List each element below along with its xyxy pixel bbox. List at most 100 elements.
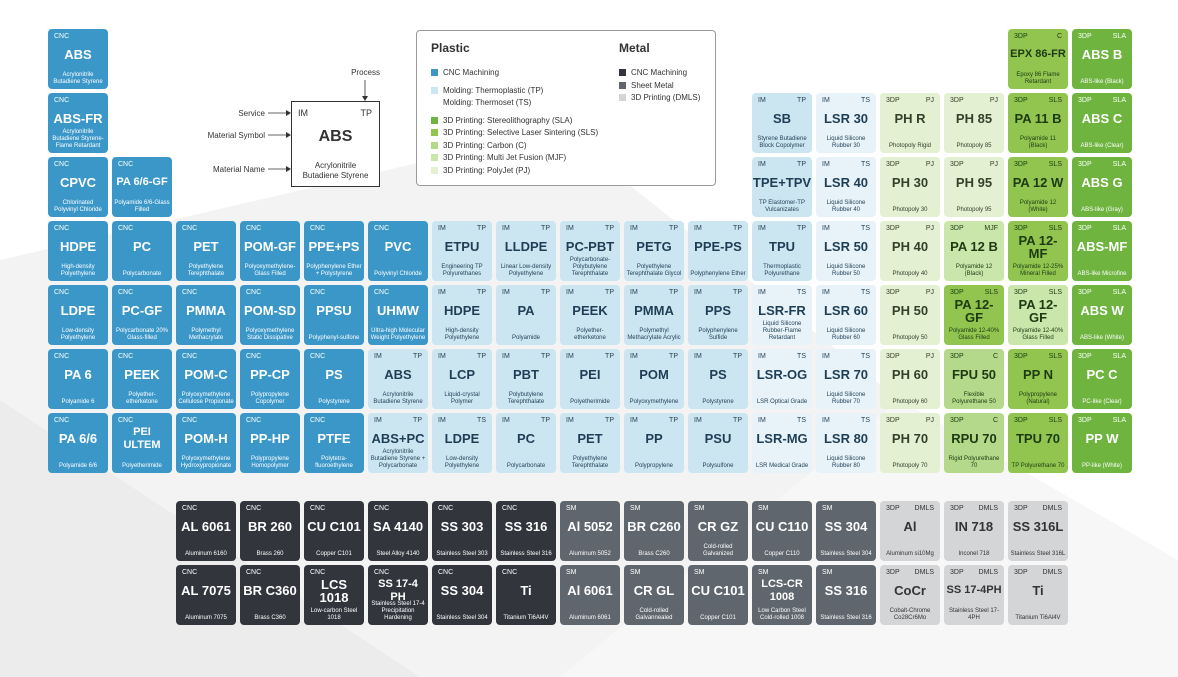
- material-tile[interactable]: 3DP PJ PH 40 Photopoly 40: [880, 221, 940, 281]
- material-tile[interactable]: IM TP LLDPE Linear Low-density Polyethylene: [496, 221, 556, 281]
- material-tile[interactable]: CNC UHMW Ultra-high Molecular Weight Polye…: [368, 285, 428, 345]
- material-tile[interactable]: CNC PPE+PS Polyphenylene Ether + Polystyre…: [304, 221, 364, 281]
- material-tile[interactable]: 3DP SLS TPU 70 TP Polyurethane 70: [1008, 413, 1068, 473]
- material-tile[interactable]: CNC PA 6/6 Polyamide 6/6: [48, 413, 108, 473]
- material-tile[interactable]: CNC CPVC Chlorinated Polyvinyl Chloride: [48, 157, 108, 217]
- material-tile[interactable]: 3DP DMLS SS 17-4PH Stainless Steel 17-4PH: [944, 565, 1004, 625]
- material-tile[interactable]: CNC ABS Acrylonitrile Butadiene Styrene: [48, 29, 108, 89]
- material-tile[interactable]: 3DP PJ PH 50 Photopoly 50: [880, 285, 940, 345]
- material-tile[interactable]: 3DP DMLS Ti Titanium Ti6Al4V: [1008, 565, 1068, 625]
- material-tile[interactable]: IM TS LSR 50 Liquid Silicone Rubber 50: [816, 221, 876, 281]
- material-tile[interactable]: CNC PS Polystyrene: [304, 349, 364, 409]
- material-tile[interactable]: 3DP DMLS CoCr Cobalt-Chrome Co28Cr6Mo: [880, 565, 940, 625]
- material-tile[interactable]: CNC PC-GF Polycarbonate 20% Glass-filled: [112, 285, 172, 345]
- material-tile[interactable]: IM TP PPS Polyphenylene Sulfide: [688, 285, 748, 345]
- material-tile[interactable]: 3DP PJ PH R Photopoly Rigid: [880, 93, 940, 153]
- material-tile[interactable]: SM SS 316 Stainless Steel 316: [816, 565, 876, 625]
- material-tile[interactable]: SM CR GZ Cold-rolled Galvanized: [688, 501, 748, 561]
- material-tile[interactable]: CNC LCS 1018 Low-carbon Steel 1018: [304, 565, 364, 625]
- material-tile[interactable]: CNC PTFE Polytetra-fluoroethylene: [304, 413, 364, 473]
- material-tile[interactable]: IM TS LSR 80 Liquid Silicone Rubber 80: [816, 413, 876, 473]
- material-tile[interactable]: IM TP PC Polycarbonate: [496, 413, 556, 473]
- material-tile[interactable]: CNC POM-SD Polyoxymethylene Static Dissipa…: [240, 285, 300, 345]
- material-tile[interactable]: IM TP PS Polystyrene: [688, 349, 748, 409]
- material-tile[interactable]: IM TP PC-PBT Polycarbonate-Polybutylene Ter…: [560, 221, 620, 281]
- material-tile[interactable]: IM TS LDPE Low-density Polyethylene: [432, 413, 492, 473]
- material-tile[interactable]: CNC PA 6 Polyamide 6: [48, 349, 108, 409]
- material-tile[interactable]: IM TS LSR 40 Liquid Silicone Rubber 40: [816, 157, 876, 217]
- material-tile[interactable]: 3DP SLS PP N Polypropylene (Natural): [1008, 349, 1068, 409]
- material-tile[interactable]: CNC PVC Polyvinyl Chloride: [368, 221, 428, 281]
- material-tile[interactable]: CNC PEEK Polyether-etherketone: [112, 349, 172, 409]
- material-tile[interactable]: 3DP DMLS IN 718 Inconel 718: [944, 501, 1004, 561]
- material-tile[interactable]: 3DP SLA ABS W ABS-like (White): [1072, 285, 1132, 345]
- material-tile[interactable]: CNC AL 6061 Aluminum 6160: [176, 501, 236, 561]
- material-tile[interactable]: 3DP DMLS Al Aluminum si10Mg: [880, 501, 940, 561]
- material-tile[interactable]: IM TP PSU Polysulfone: [688, 413, 748, 473]
- material-tile[interactable]: CNC AL 7075 Aluminum 7075: [176, 565, 236, 625]
- material-tile[interactable]: SM LCS-CR 1008 Low Carbon Steel Cold-rolle…: [752, 565, 812, 625]
- material-tile[interactable]: CNC CU C101 Copper C101: [304, 501, 364, 561]
- material-tile[interactable]: 3DP C RPU 70 Rigid Polyurethane 70: [944, 413, 1004, 473]
- material-tile[interactable]: CNC PP-CP Polypropylene Copolymer: [240, 349, 300, 409]
- material-tile[interactable]: 3DP PJ PH 95 Photopoly 95: [944, 157, 1004, 217]
- material-tile[interactable]: 3DP DMLS SS 316L Stainless Steel 316L: [1008, 501, 1068, 561]
- material-tile[interactable]: CNC PC Polycarbonate: [112, 221, 172, 281]
- material-tile[interactable]: CNC POM-H Polyoxymethylene Hydroxypropiona…: [176, 413, 236, 473]
- material-tile[interactable]: CNC SS 303 Stainless Steel 303: [432, 501, 492, 561]
- material-tile[interactable]: SM SS 304 Stainless Steel 304: [816, 501, 876, 561]
- material-tile[interactable]: IM TP TPE+TPV TP Elastomer-TP Vulcanizates: [752, 157, 812, 217]
- material-tile[interactable]: IM TP PP Polypropylene: [624, 413, 684, 473]
- material-tile[interactable]: IM TP HDPE High-density Polyethylene: [432, 285, 492, 345]
- material-tile[interactable]: IM TP POM Polyoxymethylene: [624, 349, 684, 409]
- material-tile[interactable]: SM CR GL Cold-rolled Galvannealed: [624, 565, 684, 625]
- material-tile[interactable]: 3DP SLA ABS G ABS-like (Gray): [1072, 157, 1132, 217]
- material-tile[interactable]: 3DP SLS PA 12-GF Polyamide 12-40% Glass Fil…: [944, 285, 1004, 345]
- material-tile[interactable]: CNC PMMA Polymethyl Methacrylate: [176, 285, 236, 345]
- material-tile[interactable]: CNC PEI ULTEM Polyetherimide: [112, 413, 172, 473]
- material-tile[interactable]: 3DP SLS PA 12-MF Polyamide 12-25% Mineral F…: [1008, 221, 1068, 281]
- material-tile[interactable]: 3DP SLA PP W PP-like (White): [1072, 413, 1132, 473]
- material-tile[interactable]: IM TP PEI Polyetherimide: [560, 349, 620, 409]
- material-tile[interactable]: IM TP TPU Thermoplastic Polyurethane: [752, 221, 812, 281]
- material-tile[interactable]: IM TP PBT Polybutylene Terephthalate: [496, 349, 556, 409]
- material-tile[interactable]: CNC LDPE Low-density Polyethylene: [48, 285, 108, 345]
- material-tile[interactable]: CNC SS 17-4 PH Stainless Steel 17-4 Precip…: [368, 565, 428, 625]
- material-tile[interactable]: CNC PP-HP Polypropylene Homopolymer: [240, 413, 300, 473]
- material-tile[interactable]: 3DP PJ PH 70 Photopoly 70: [880, 413, 940, 473]
- material-tile[interactable]: IM TP SB Styrene Butadiene Block Copolymer: [752, 93, 812, 153]
- material-tile[interactable]: SM Al 5052 Aluminum 5052: [560, 501, 620, 561]
- material-tile[interactable]: 3DP SLA ABS-MF ABS-like Microfine: [1072, 221, 1132, 281]
- material-tile[interactable]: IM TP PETG Polyethylene Terephthalate Glyco…: [624, 221, 684, 281]
- material-tile[interactable]: IM TP PPE-PS Polyphenylene Ether: [688, 221, 748, 281]
- material-tile[interactable]: 3DP SLA ABS C ABS-like (Clear): [1072, 93, 1132, 153]
- material-tile[interactable]: CNC SA 4140 Steel Alloy 4140: [368, 501, 428, 561]
- material-tile[interactable]: 3DP SLA ABS B ABS-like (Black): [1072, 29, 1132, 89]
- material-tile[interactable]: IM TP ETPU Engineering TP Polyurethanes: [432, 221, 492, 281]
- material-tile[interactable]: 3DP PJ PH 30 Photopoly 30: [880, 157, 940, 217]
- material-tile[interactable]: 3DP C FPU 50 Flexible Polyurethane 50: [944, 349, 1004, 409]
- material-tile[interactable]: 3DP C EPX 86-FR Epoxy 86 Flame Retardant: [1008, 29, 1068, 89]
- material-tile[interactable]: IM TP PA Polyamide: [496, 285, 556, 345]
- material-tile[interactable]: IM TP PMMA Polymethyl Methacrylate Acrylic: [624, 285, 684, 345]
- material-tile[interactable]: CNC PPSU Polyphenyl-sulfone: [304, 285, 364, 345]
- material-tile[interactable]: CNC BR C360 Brass C360: [240, 565, 300, 625]
- material-tile[interactable]: 3DP MJF PA 12 B Polyamide 12 (Black): [944, 221, 1004, 281]
- material-tile[interactable]: CNC POM-GF Polyoxymethylene-Glass Filled: [240, 221, 300, 281]
- material-tile[interactable]: CNC PA 6/6-GF Polyamide 6/6-Glass Filled: [112, 157, 172, 217]
- material-tile[interactable]: IM TS LSR 60 Liquid Silicone Rubber 60: [816, 285, 876, 345]
- material-tile[interactable]: SM BR C260 Brass C260: [624, 501, 684, 561]
- material-tile[interactable]: CNC Ti Titanium Ti6Al4V: [496, 565, 556, 625]
- material-tile[interactable]: 3DP SLA PC C PC-like (Clear): [1072, 349, 1132, 409]
- material-tile[interactable]: IM TS LSR-MG LSR Medical Grade: [752, 413, 812, 473]
- material-tile[interactable]: IM TP PET Polyethylene Terephthalate: [560, 413, 620, 473]
- material-tile[interactable]: 3DP SLS PA 12-GF Polyamide 12-40% Glass Fil…: [1008, 285, 1068, 345]
- material-tile[interactable]: CNC SS 304 Stainless Steel 304: [432, 565, 492, 625]
- material-tile[interactable]: IM TS LSR-FR Liquid Silicone Rubber-Flame R…: [752, 285, 812, 345]
- material-tile[interactable]: CNC POM-C Polyoxymethylene Cellulose Propi…: [176, 349, 236, 409]
- material-tile[interactable]: IM TP LCP Liquid-crystal Polymer: [432, 349, 492, 409]
- material-tile[interactable]: CNC BR 260 Brass 260: [240, 501, 300, 561]
- material-tile[interactable]: IM TP PEEK Polyether-etherketone: [560, 285, 620, 345]
- material-tile[interactable]: IM TS LSR 30 Liquid Silicone Rubber 30: [816, 93, 876, 153]
- material-tile[interactable]: SM Al 6061 Aluminum 6061: [560, 565, 620, 625]
